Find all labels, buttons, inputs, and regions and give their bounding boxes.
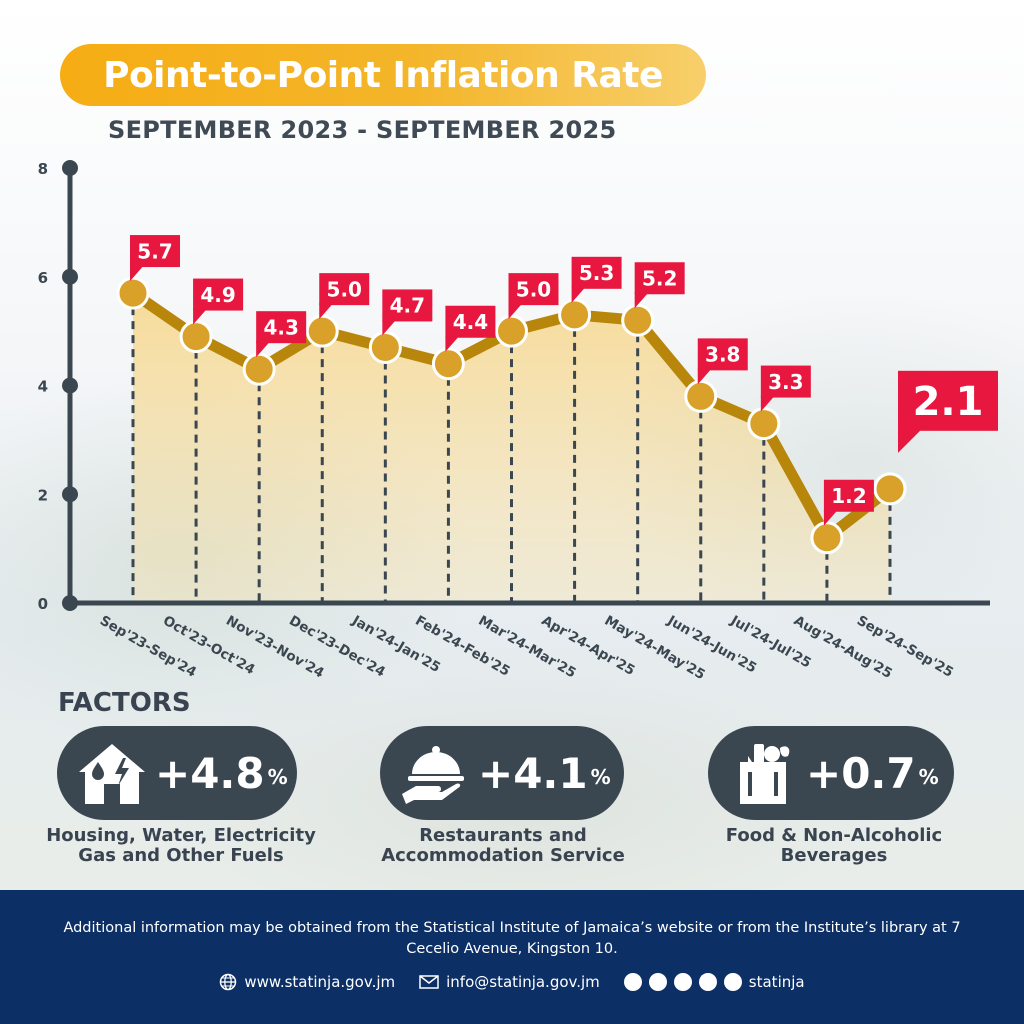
contact-row: www.statinja.gov.jm info@statinja.gov.jm… bbox=[0, 970, 1024, 994]
factor-restaurants-card: +4.1 % bbox=[380, 726, 624, 820]
y-tick-label: 0 bbox=[38, 595, 48, 613]
data-point bbox=[305, 314, 339, 348]
factor-restaurants-unit: % bbox=[590, 765, 611, 789]
data-label-pointer bbox=[634, 292, 649, 309]
data-label: 4.4 bbox=[453, 310, 488, 334]
data-label-box bbox=[760, 365, 811, 398]
footer-note: Additional information may be obtained f… bbox=[63, 920, 961, 957]
factor-restaurants-label: Restaurants and Accommodation Service bbox=[381, 825, 625, 866]
data-label-pointer bbox=[760, 395, 775, 412]
factor-food-label: Food & Non-Alcoholic Beverages bbox=[725, 825, 943, 866]
page-subtitle: SEPTEMBER 2023 - SEPTEMBER 2025 bbox=[108, 116, 617, 144]
factor-housing-label: Housing, Water, Electricity Gas and Othe… bbox=[46, 825, 316, 866]
y-tick-label: 4 bbox=[38, 378, 48, 396]
data-label: 5.0 bbox=[516, 277, 551, 301]
data-label: 2.1 bbox=[913, 379, 984, 425]
data-point bbox=[747, 407, 781, 441]
factor-restaurants-value: +4.1 bbox=[478, 748, 588, 798]
data-point bbox=[368, 330, 402, 364]
website-contact[interactable]: www.statinja.gov.jm bbox=[219, 973, 395, 991]
y-tick-dot bbox=[62, 595, 78, 611]
data-label-box bbox=[130, 235, 180, 268]
y-tick-label: 6 bbox=[38, 269, 48, 287]
data-label-box bbox=[697, 338, 748, 371]
data-label-pointer bbox=[508, 303, 523, 320]
data-label: 1.2 bbox=[831, 484, 866, 508]
data-label-pointer bbox=[319, 303, 334, 320]
data-label: 5.2 bbox=[642, 266, 677, 290]
youtube-icon[interactable]: ▶ bbox=[623, 973, 642, 991]
factors-heading: FACTORS bbox=[58, 688, 191, 718]
house-utilities-icon bbox=[79, 744, 145, 804]
factor-housing-card: +4.8 % bbox=[57, 726, 297, 820]
mail-icon bbox=[419, 975, 439, 989]
data-label-pointer bbox=[571, 286, 586, 303]
email-contact[interactable]: info@statinja.gov.jm bbox=[419, 973, 600, 991]
data-label-pointer bbox=[130, 265, 144, 282]
social-contact[interactable]: ▶ f t in ◎ statinja bbox=[623, 973, 805, 991]
data-point bbox=[810, 521, 844, 555]
linkedin-icon[interactable]: in bbox=[698, 973, 717, 991]
data-label-box bbox=[898, 370, 998, 431]
data-label-pointer bbox=[256, 341, 271, 358]
data-label: 5.3 bbox=[579, 261, 614, 285]
data-point bbox=[621, 303, 655, 337]
data-label: 5.0 bbox=[327, 277, 362, 301]
data-label: 5.7 bbox=[137, 239, 172, 263]
data-label: 4.7 bbox=[390, 294, 425, 318]
data-point bbox=[495, 314, 528, 348]
factor-food-unit: % bbox=[918, 765, 939, 789]
factor-housing-unit: % bbox=[267, 765, 288, 789]
data-label-box bbox=[634, 262, 685, 295]
data-point bbox=[116, 276, 150, 310]
website-link[interactable]: www.statinja.gov.jm bbox=[244, 973, 396, 991]
data-label: 4.3 bbox=[263, 315, 298, 339]
factor-food-value: +0.7 bbox=[806, 748, 916, 798]
social-handle[interactable]: statinja bbox=[748, 973, 805, 991]
data-point bbox=[242, 352, 276, 386]
data-label: 4.9 bbox=[200, 283, 235, 307]
data-label-box bbox=[445, 305, 496, 338]
page-title: Point-to-Point Inflation Rate bbox=[103, 54, 663, 96]
y-tick-dot bbox=[62, 486, 78, 503]
inflation-line-chart: 0 2 4 6 8 5.7 4.9 4.3 5.0 4.7 4.4 5.0 5.3 5.2 3.8 3.3 1.… bbox=[38, 160, 998, 683]
data-label-box bbox=[823, 479, 874, 512]
data-point bbox=[431, 347, 465, 381]
title-banner: Point-to-Point Inflation Rate bbox=[60, 44, 706, 106]
y-tick-label: 8 bbox=[38, 160, 48, 178]
facebook-icon[interactable]: f bbox=[648, 973, 667, 991]
data-label-box bbox=[571, 256, 622, 289]
data-label-pointer bbox=[193, 308, 208, 325]
data-label-pointer bbox=[823, 509, 838, 526]
data-point bbox=[558, 298, 592, 332]
data-point bbox=[873, 472, 907, 506]
globe-icon bbox=[220, 973, 237, 991]
data-label-box bbox=[319, 273, 370, 306]
data-label-box bbox=[382, 289, 433, 322]
data-label-box bbox=[256, 311, 307, 344]
instagram-icon[interactable]: ◎ bbox=[723, 973, 742, 991]
factor-food-card: +0.7 % bbox=[708, 726, 954, 820]
data-label-pointer bbox=[382, 319, 397, 336]
data-label: 3.8 bbox=[705, 343, 740, 367]
grocery-bag-icon bbox=[740, 744, 790, 804]
data-label-box bbox=[193, 278, 244, 311]
footer-bar: Additional information may be obtained f… bbox=[0, 890, 1024, 1024]
data-point bbox=[179, 320, 213, 354]
data-point bbox=[684, 379, 718, 413]
data-label-pointer bbox=[898, 428, 922, 453]
twitter-icon[interactable]: t bbox=[673, 973, 692, 991]
y-tick-dot bbox=[62, 160, 78, 176]
data-label-pointer bbox=[697, 368, 712, 385]
data-label: 3.3 bbox=[768, 370, 803, 394]
y-tick-label: 2 bbox=[38, 486, 48, 504]
email-link[interactable]: info@statinja.gov.jm bbox=[446, 973, 600, 991]
data-label-pointer bbox=[445, 335, 460, 352]
factor-housing-value: +4.8 bbox=[155, 748, 265, 798]
y-tick-dot bbox=[62, 268, 78, 285]
y-tick-dot bbox=[62, 377, 78, 394]
serving-cloche-icon bbox=[402, 746, 464, 804]
data-label-box bbox=[508, 273, 559, 306]
